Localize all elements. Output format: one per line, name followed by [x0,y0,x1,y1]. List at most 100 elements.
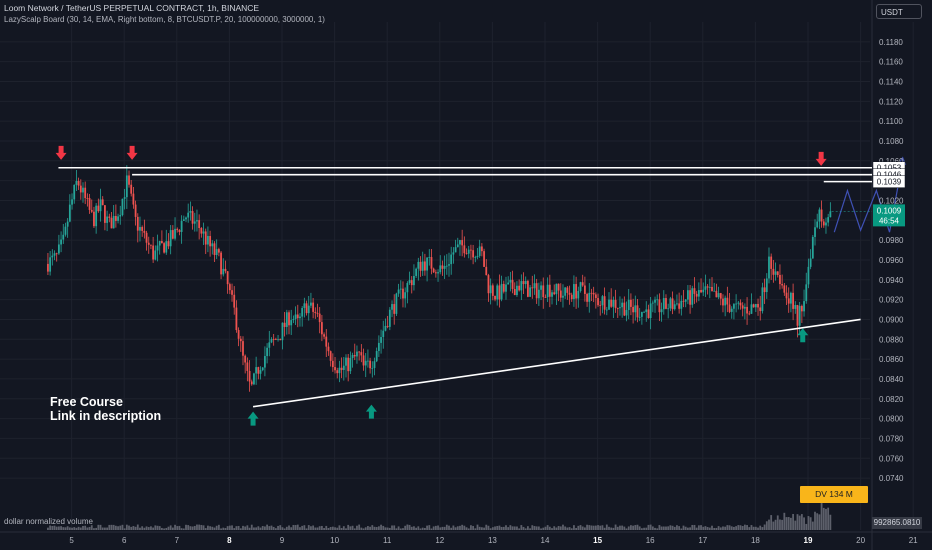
volume-bar [95,527,98,530]
candle-body [544,297,547,298]
candle-body [805,284,808,302]
candle-body [399,288,402,290]
volume-bar [711,525,713,530]
volume-bar [746,525,748,530]
volume-bar [610,527,613,530]
volume-bar [202,525,205,530]
volume-bar [465,527,468,530]
candle-body [654,299,656,303]
candle-body [106,216,109,223]
arrow-down-icon [126,145,138,160]
candle-body [827,217,830,223]
volume-bar [274,528,277,530]
volume-bar [733,526,735,530]
y-tick-label: 0.0880 [879,335,904,344]
volume-bar [621,525,624,530]
candle-body [143,230,146,233]
candle-body [90,209,93,212]
volume-bar [586,524,588,530]
volume-bar [68,527,71,530]
volume-bar [783,512,786,530]
candle-body [752,304,755,308]
volume-bar [599,525,602,530]
price-axis[interactable]: 0.1180 0.1160 0.1140 0.1120 0.1100 0.1080 0.10… [872,38,906,483]
volume-bar [145,526,148,530]
volume-bar [754,526,757,530]
candle-body [562,295,564,298]
candle-body [800,305,803,312]
candle-body [432,268,435,273]
y-tick-label: 0.1020 [879,196,904,205]
last-price-badge [873,204,905,227]
candle-body [441,265,444,269]
candle-body [597,298,599,306]
candle-body [204,231,207,245]
volume-bar [730,526,733,530]
volume-bar [557,526,560,530]
currency-button[interactable]: USDT [876,4,922,19]
volume-bar [360,527,363,530]
volume-bar [686,527,689,530]
volume-bar [816,513,819,530]
volume-bar [770,515,773,530]
volume-bar [684,526,687,530]
volume-bar [796,514,799,530]
volume-bar [325,525,328,530]
candle-body [266,347,268,357]
volume-bar [752,526,755,530]
volume-bar [612,527,615,530]
candle-body [781,284,784,286]
candle-body [746,306,748,314]
annotation-line-1: Free Course [50,395,123,409]
candle-body [68,204,71,222]
candle-body [656,299,659,301]
candle-body [612,299,615,307]
volume-bar [656,528,659,530]
volume-bar [428,525,431,530]
volume-bar [235,526,238,530]
volume-bar [259,527,262,530]
candle-body [437,272,439,274]
candle-body [77,181,80,186]
volume-bar [371,525,374,530]
volume-bar [165,527,168,530]
level-price-label: 0.1053 [877,164,902,173]
candle-body [551,292,553,297]
volume-bar [682,525,685,530]
volume-bar [75,527,78,530]
volume-bar [421,527,424,530]
candle-body [382,330,385,338]
candle-body [535,283,538,299]
candle-body [586,293,588,302]
candle-body [790,292,792,304]
candle-body [540,285,542,290]
candle-body [353,354,356,357]
volume-bar [408,524,411,530]
volume-bar [814,511,816,530]
x-tick-label: 6 [122,536,127,545]
candle-body [296,314,299,319]
volume-bar [728,525,731,530]
candle-body [189,211,192,213]
volume-bar [86,527,89,530]
candle-body [288,312,290,326]
indicator-legend[interactable]: LazyScalp Board (30, 14, EMA, Right bott… [4,15,325,24]
candle-body [239,338,242,342]
volume-bar [71,527,73,530]
time-axis[interactable]: 5 6 7 8 9 10 11 12 13 14 15 16 17 18 19 20 21 [69,536,918,545]
candle-body [200,228,203,234]
candle-body [671,298,674,310]
volume-bar [150,526,152,530]
volume-bar [454,527,457,530]
volume-bar [509,525,512,530]
volume-bar [577,525,580,530]
candle-body [546,284,549,298]
candle-body [555,283,558,295]
volume-bar [250,524,253,530]
candle-body [796,305,799,326]
x-tick-label: 15 [593,536,602,545]
volume-bar [176,526,179,530]
candle-body [305,303,308,314]
volume-bar [768,519,770,530]
